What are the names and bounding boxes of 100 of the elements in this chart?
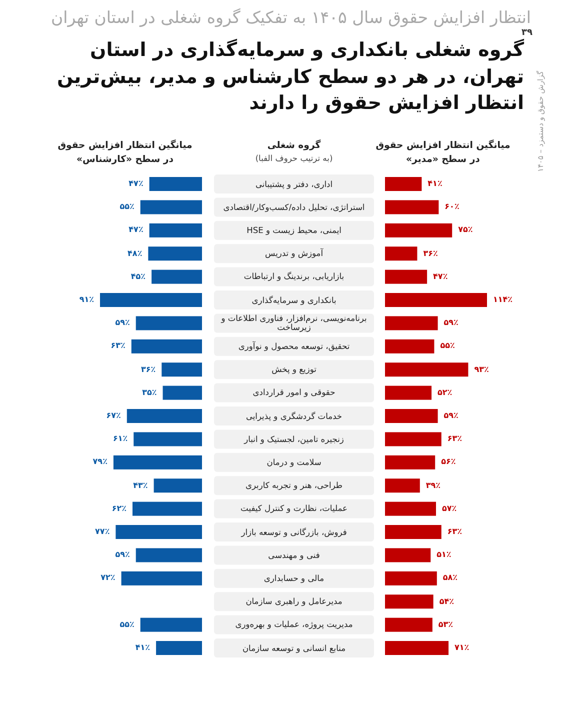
data-label: ۴۷٪	[128, 224, 144, 236]
y-tick-label: زنجیره تامین، لجستیک و انبار	[217, 430, 371, 449]
y-tick-label: مدیرعامل و راهبری سازمان	[217, 592, 371, 612]
y-tick-label: ایمنی، محیط زیست و HSE	[217, 220, 371, 240]
bar	[149, 223, 202, 238]
data-label: ۵۹٪	[115, 317, 130, 330]
data-label: ۵۷٪	[442, 502, 457, 515]
bar	[140, 200, 202, 214]
data-label: ۴۳٪	[133, 480, 148, 492]
data-label: ۶۰٪	[444, 201, 460, 214]
bar	[385, 200, 439, 214]
bar	[132, 502, 202, 516]
bar	[100, 293, 202, 307]
data-label: ۳۶٪	[141, 364, 156, 376]
bar	[385, 386, 432, 400]
bar	[152, 270, 202, 284]
y-tick-label: طراحی، هنر و تجربه کاربری	[217, 476, 371, 496]
bar	[385, 618, 432, 632]
data-label: ۷۵٪	[458, 224, 473, 236]
bar	[385, 362, 468, 377]
data-label: ۹۱٪	[79, 294, 94, 306]
bar	[148, 246, 202, 261]
y-tick-label: برنامه‌نویسی، نرم‌افزار، فناوری اطلاعات و زیرساخت	[217, 313, 371, 333]
data-label: ۵۱٪	[436, 549, 452, 562]
y-tick-label: فروش، بازرگانی و توسعه بازار	[217, 522, 371, 542]
data-label: ۵۸٪	[442, 572, 458, 584]
bar	[385, 293, 487, 307]
bar	[131, 339, 202, 354]
bar	[116, 525, 202, 539]
y-tick-label: بازاریابی، برندینگ و ارتباطات	[217, 267, 371, 286]
y-tick-label: خدمات گردشگری و پذیرایی	[217, 406, 371, 426]
y-axis-title: گروه شغلی	[266, 139, 322, 152]
bar	[385, 432, 442, 446]
data-label: ۶۷٪	[106, 410, 121, 422]
y-tick-label: استراتژی، تحلیل داده/کسب‌وکار/اقتصادی	[217, 198, 371, 217]
data-label: ۶۱٪	[112, 433, 128, 446]
data-label: ۵۴٪	[439, 596, 454, 608]
data-label: ۴۵٪	[130, 270, 146, 283]
data-label: ۶۲٪	[112, 502, 127, 515]
data-label: ۷۷٪	[95, 526, 110, 538]
data-label: ۵۲٪	[438, 386, 452, 399]
data-label: ۴۱٪	[135, 642, 150, 654]
bar	[385, 641, 449, 655]
y-tick-label: عملیات، نظارت و کنترل کیفیت	[217, 499, 371, 518]
text: (به ترتیب حروف الفبا)	[254, 152, 334, 164]
bar	[136, 548, 202, 562]
bar	[385, 525, 442, 539]
bar	[162, 362, 202, 377]
bar	[149, 177, 202, 191]
data-label: ۶۳٪	[110, 340, 126, 352]
x-axis-title: میانگین انتظار افزایش حقوق در سطح «کارشناس»	[57, 139, 193, 167]
data-label: ۵۹٪	[444, 410, 458, 422]
bar	[385, 316, 438, 330]
data-label: ۵۵٪	[440, 340, 455, 352]
y-tick-label: اداری، دفتر و پشتیبانی	[217, 174, 371, 194]
data-label: ۳۹٪	[426, 480, 441, 492]
bar	[385, 270, 428, 284]
data-label: ۷۲٪	[100, 572, 116, 584]
bar	[385, 177, 422, 191]
text: انتظار افزایش حقوق سال ۱۴۰۵ به تفکیک گروه شغلی در استان تهران	[51, 7, 531, 29]
data-label: ۴۷٪	[433, 270, 448, 283]
bar	[385, 594, 434, 609]
y-tick-label: توزیع و پخش	[217, 360, 371, 380]
y-tick-label: فنی و مهندسی	[217, 546, 371, 565]
data-label: ۶۳٪	[447, 433, 462, 446]
bar	[385, 502, 436, 516]
bar	[385, 223, 452, 238]
bar	[140, 618, 202, 632]
y-tick-label: آموزش و تدریس	[217, 244, 371, 264]
data-label: ۴۷٪	[128, 178, 144, 190]
data-label: ۵۳٪	[438, 618, 454, 631]
data-label: ۹۳٪	[474, 364, 489, 376]
data-label: ۵۹٪	[115, 549, 130, 562]
bar	[385, 246, 418, 261]
data-label: ۶۳٪	[447, 526, 462, 538]
bar	[154, 478, 202, 493]
bar	[113, 455, 202, 470]
bar	[134, 432, 202, 446]
data-label: ۵۵٪	[120, 201, 134, 214]
data-label: ۷۱٪	[454, 642, 470, 654]
data-label: ۳۵٪	[142, 386, 157, 399]
y-tick-label: سلامت و درمان	[217, 452, 371, 472]
data-label: ۵۶٪	[441, 456, 456, 468]
y-tick-label: تحقیق، توسعه محصول و نوآوری	[217, 336, 371, 356]
bar	[385, 478, 420, 493]
y-tick-label: مالی و حسابداری	[217, 568, 371, 588]
data-label: ۵۹٪	[444, 317, 458, 330]
bar	[385, 455, 436, 470]
y-tick-label: بانکداری و سرمایه‌گذاری	[217, 290, 371, 310]
data-label: ۵۵٪	[120, 618, 134, 631]
bar	[162, 386, 202, 400]
data-label: ۴۱٪	[428, 178, 442, 190]
bar	[385, 339, 434, 354]
bar	[385, 409, 438, 423]
y-tick-label: منابع انسانی و توسعه سازمان	[217, 638, 371, 658]
y-tick-label: مدیریت پروژه، عملیات و بهره‌وری	[217, 615, 371, 634]
bar	[126, 409, 202, 423]
bar	[156, 641, 202, 655]
text: ۳۹	[520, 27, 534, 38]
data-label: ۳۶٪	[423, 248, 438, 260]
